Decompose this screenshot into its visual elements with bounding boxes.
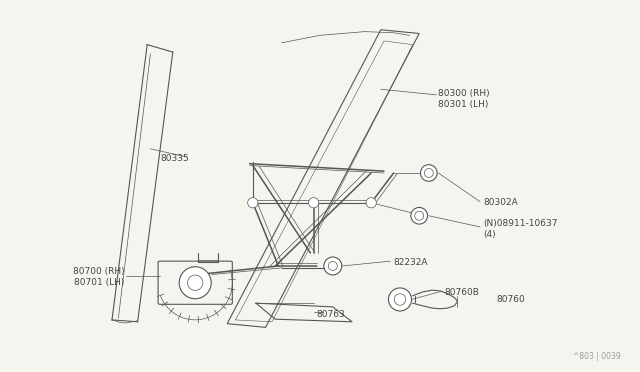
Ellipse shape xyxy=(179,267,211,299)
Ellipse shape xyxy=(324,257,342,275)
Ellipse shape xyxy=(248,198,258,208)
Text: 80700 (RH)
80701 (LH): 80700 (RH) 80701 (LH) xyxy=(73,267,125,287)
Text: (N)08911-10637
(4): (N)08911-10637 (4) xyxy=(483,219,557,239)
Text: 80763: 80763 xyxy=(317,310,346,319)
Text: 80335: 80335 xyxy=(160,154,189,163)
Ellipse shape xyxy=(366,198,376,208)
Text: 80300 (RH)
80301 (LH): 80300 (RH) 80301 (LH) xyxy=(438,89,490,109)
Text: 80760B: 80760B xyxy=(445,288,479,296)
Ellipse shape xyxy=(308,198,319,208)
Text: ^803 | 0039: ^803 | 0039 xyxy=(573,352,621,361)
Text: 82232A: 82232A xyxy=(394,258,428,267)
Ellipse shape xyxy=(411,208,428,224)
Ellipse shape xyxy=(388,288,412,311)
Text: 80760: 80760 xyxy=(496,295,525,304)
Ellipse shape xyxy=(420,165,437,181)
Text: 80302A: 80302A xyxy=(483,198,518,207)
